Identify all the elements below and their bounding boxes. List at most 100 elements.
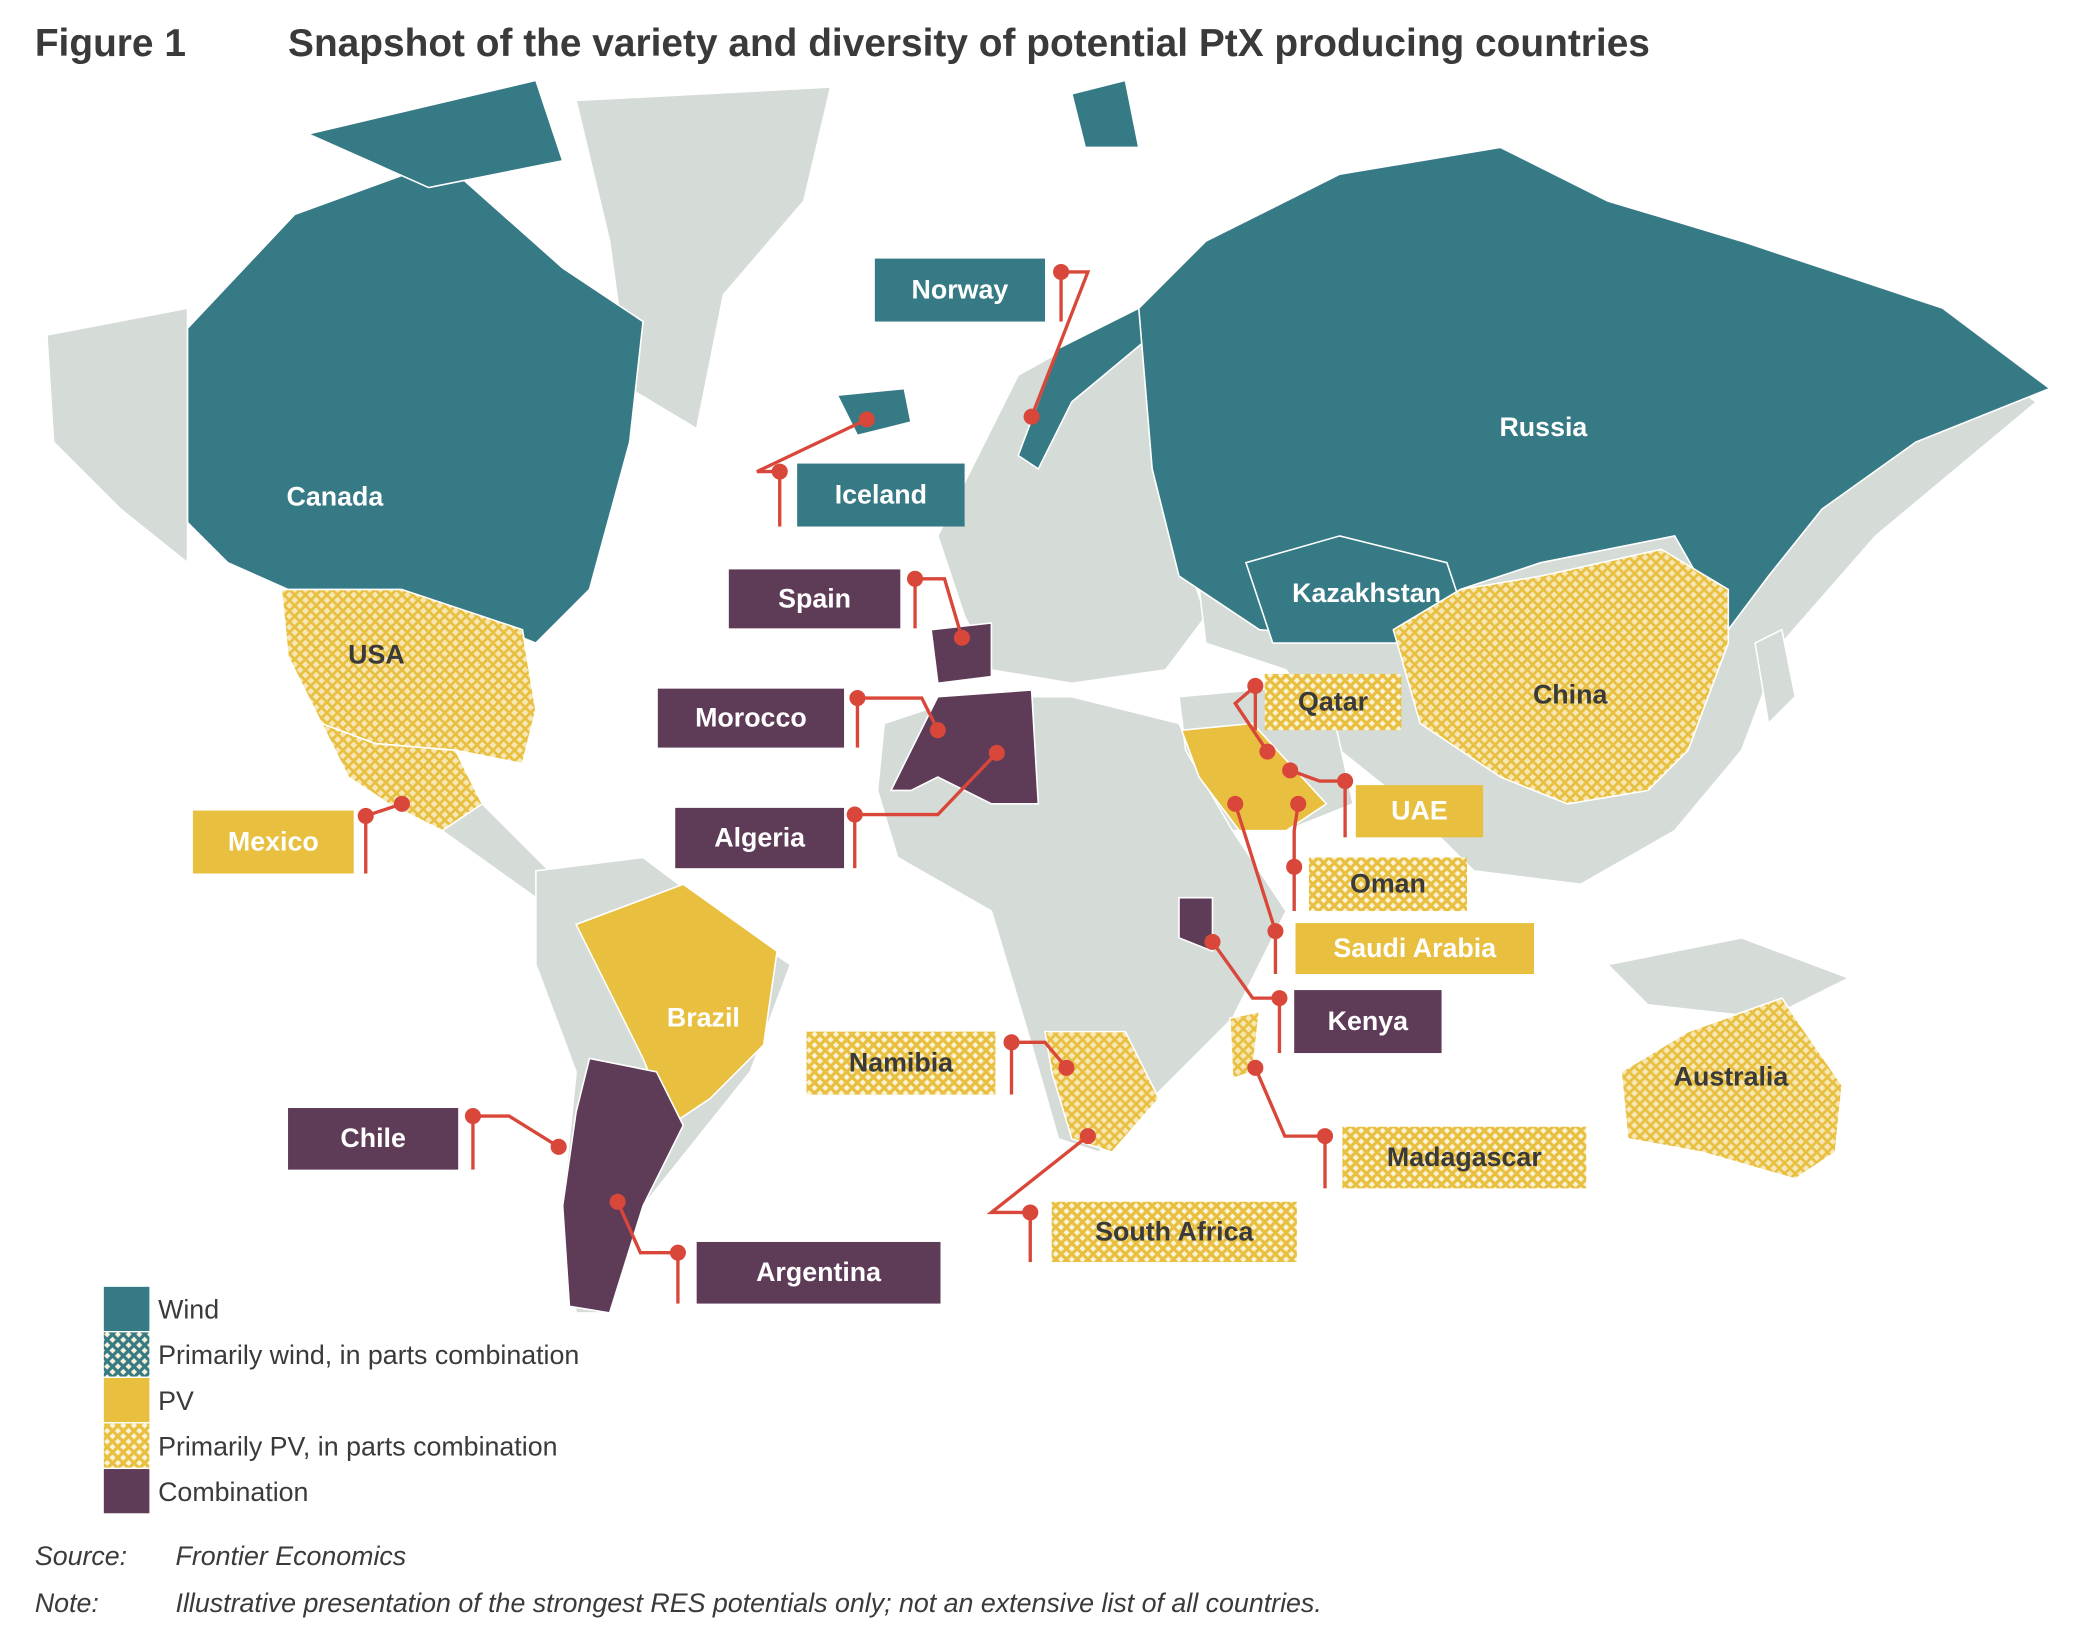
country-labels: Norway Iceland Canada Russia Kazakhstan USA Ch… — [192, 258, 1790, 1304]
country-name: Saudi Arabia — [1333, 933, 1497, 963]
leader-line — [986, 1134, 1089, 1215]
legend-swatch — [102, 1467, 151, 1515]
country-dot — [1079, 1128, 1096, 1145]
legend-swatch — [102, 1331, 151, 1378]
leader-line — [854, 751, 998, 817]
leader-line — [1292, 803, 1300, 867]
country-name: China — [1533, 680, 1608, 710]
pin-dot — [669, 1244, 686, 1261]
country-name: Kenya — [1328, 1006, 1409, 1036]
country-name: Iceland — [835, 479, 927, 509]
legend-label: Primarily wind, in parts combination — [158, 1340, 579, 1370]
label-box — [192, 810, 354, 874]
country-name: Algeria — [714, 822, 806, 852]
country-dot — [988, 744, 1005, 761]
legend-swatch — [102, 1422, 151, 1470]
country-name: Morocco — [695, 703, 807, 733]
country-dot — [1259, 743, 1276, 760]
label-box — [1264, 673, 1402, 731]
country-dot — [1247, 1059, 1264, 1076]
country-name: USA — [348, 640, 405, 670]
label-box — [696, 1241, 941, 1304]
leader-line — [857, 696, 940, 731]
leader-line — [616, 1201, 678, 1255]
country-name: Spain — [778, 583, 851, 613]
figure-label: Figure 1 — [35, 22, 186, 65]
country-dot — [1058, 1059, 1075, 1076]
country-dot — [1023, 408, 1040, 425]
leader-line — [1233, 803, 1278, 932]
country-name: Russia — [1499, 412, 1588, 442]
country-name: Canada — [287, 481, 385, 511]
leader-line — [1233, 684, 1269, 753]
note-label: Note: — [35, 1588, 99, 1618]
label-box — [288, 1107, 459, 1170]
pin-dot — [1267, 923, 1284, 940]
pin-dot — [907, 570, 924, 587]
leader-line — [915, 577, 964, 639]
country-dot — [1204, 933, 1221, 950]
leader-line — [1030, 270, 1091, 418]
country-name: Mexico — [228, 826, 319, 856]
country-name: Norway — [912, 274, 1009, 304]
country-name: Qatar — [1298, 686, 1369, 716]
leader-line — [472, 1114, 560, 1149]
label-box — [874, 258, 1045, 322]
label-box — [1294, 990, 1442, 1054]
figure-title: Snapshot of the variety and diversity of… — [288, 22, 1650, 65]
label-box — [1295, 923, 1535, 975]
country-dot — [1290, 795, 1307, 812]
pin-dot — [1022, 1204, 1039, 1221]
leader-line — [1011, 1040, 1068, 1069]
pin-dot — [464, 1107, 481, 1125]
country-name: Chile — [340, 1123, 405, 1153]
country-name: Kazakhstan — [1292, 578, 1441, 608]
legend-label: PV — [158, 1386, 194, 1416]
country-name: Brazil — [667, 1003, 740, 1033]
legend-label: Wind — [158, 1295, 219, 1325]
country-dot — [953, 629, 970, 646]
country-name: UAE — [1391, 796, 1448, 826]
pin-dot — [1003, 1034, 1020, 1051]
country-dot — [858, 411, 875, 428]
label-box — [1308, 857, 1468, 912]
pin-dot — [1053, 263, 1070, 281]
country-dot — [1282, 762, 1299, 779]
label-box — [1051, 1201, 1297, 1263]
label-box — [675, 807, 845, 869]
pin-dot — [849, 689, 866, 707]
country-name: Oman — [1350, 869, 1426, 899]
country-dot — [1227, 795, 1244, 812]
label-box — [657, 688, 845, 748]
leader-line — [1211, 940, 1280, 1000]
legend-swatch — [102, 1285, 151, 1333]
country-dot — [609, 1193, 626, 1210]
pin-dot — [1337, 773, 1354, 790]
legend: Wind Primarily wind, in parts combination… — [102, 1285, 579, 1515]
country-name: Namibia — [849, 1048, 954, 1078]
country-dot — [393, 795, 410, 812]
legend-label: Primarily PV, in parts combination — [158, 1431, 557, 1461]
legend-swatch — [102, 1376, 151, 1424]
note-text: Illustrative presentation of the stronge… — [176, 1588, 1322, 1618]
label-box — [806, 1031, 996, 1095]
source-text: Frontier Economics — [176, 1541, 407, 1571]
label-box — [797, 463, 965, 527]
leader-line — [1253, 1067, 1326, 1138]
country-name: Australia — [1674, 1062, 1790, 1092]
pin-dot — [771, 463, 788, 480]
pin-dot — [1271, 990, 1288, 1007]
country-dot — [550, 1138, 567, 1155]
source-label: Source: — [35, 1541, 127, 1571]
pin-dot — [357, 807, 374, 824]
legend-label: Combination — [158, 1477, 308, 1507]
country-name: Argentina — [756, 1257, 882, 1287]
pin-dot — [1316, 1128, 1334, 1145]
label-box — [728, 569, 901, 629]
pin-dot — [1247, 677, 1264, 695]
country-dot — [929, 722, 946, 739]
label-box — [1355, 785, 1484, 838]
leader-line — [1289, 768, 1346, 783]
pin-dot — [1286, 858, 1303, 875]
